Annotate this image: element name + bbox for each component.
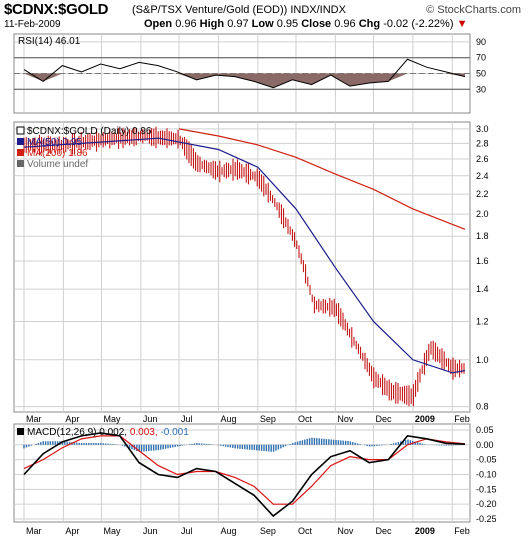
- x-tick-label: Mar: [26, 414, 42, 424]
- ma200-line: [178, 128, 466, 230]
- ma50-line: [23, 137, 466, 374]
- price-y-tick-label: 3.0: [476, 124, 489, 134]
- x-tick-label: Oct: [298, 526, 313, 536]
- x-tick-label: Apr: [65, 414, 79, 424]
- macd-label: MACD(12,26,9) 0.002, 0.003, -0.001: [27, 427, 189, 438]
- macd-histogram: [23, 437, 464, 452]
- legend-entry: MA(50) 0.95: [27, 137, 82, 148]
- rsi-oversold-fill: [24, 73, 465, 88]
- high-label: High: [199, 18, 225, 30]
- low-value: 0.95: [276, 18, 299, 30]
- panel-frame-3: [13, 423, 471, 523]
- price-y-tick-label: 2.2: [476, 189, 489, 199]
- legend-swatch: [17, 138, 24, 145]
- rsi-y-tick-label: 50: [476, 69, 486, 79]
- rsi-line: [23, 58, 466, 89]
- macd-signal-line: [23, 435, 466, 505]
- x-tick-label: Jun: [143, 526, 158, 536]
- open-label: Open: [144, 18, 173, 30]
- x-tick-label: 2009: [415, 414, 435, 424]
- legend-entry: $CDNX:$GOLD (Daily) 0.96: [27, 126, 152, 137]
- x-tick-label: Dec: [375, 414, 392, 424]
- x-tick-label: May: [104, 414, 122, 424]
- open-value: 0.96: [175, 18, 197, 30]
- close-value: 0.96: [334, 18, 356, 30]
- chg-value: -0.02 (-2.22%): [383, 18, 454, 30]
- site-credit[interactable]: © StockCharts.com: [426, 4, 521, 16]
- macd-y-tick-label: -0.05: [476, 455, 497, 465]
- macd-y-tick-label: -0.15: [476, 484, 497, 494]
- x-tick-label: Mar: [26, 526, 42, 536]
- x-tick-label: Nov: [337, 414, 354, 424]
- ohlc-readout: Open 0.96 High 0.97 Low 0.95 Close 0.96 …: [144, 18, 467, 30]
- rsi-y-tick-label: 90: [476, 37, 486, 47]
- price-bars: [23, 126, 465, 407]
- x-tick-label: Aug: [220, 526, 236, 536]
- x-tick-label: 2009: [415, 526, 435, 536]
- price-y-tick-label: 2.4: [476, 171, 489, 181]
- price-y-tick-label: 1.0: [476, 355, 489, 365]
- rsi-y-tick-label: 30: [476, 84, 486, 94]
- x-tick-label: May: [104, 526, 122, 536]
- low-label: Low: [251, 18, 274, 30]
- price-y-tick-label: 2.8: [476, 138, 489, 148]
- chart-description: (S&P/TSX Venture/Gold (EOD)) INDX/INDX: [132, 4, 346, 16]
- price-y-tick-label: 2.6: [476, 154, 489, 164]
- x-tick-label: Apr: [65, 526, 79, 536]
- legend-swatch: [16, 126, 25, 135]
- macd-y-tick-label: 0.05: [476, 425, 494, 435]
- price-y-tick-label: 1.8: [476, 231, 489, 241]
- x-tick-label: Jun: [143, 414, 158, 424]
- price-y-tick-label: 0.8: [476, 402, 489, 412]
- legend-entry: MA(200) 1.86: [27, 148, 88, 159]
- rsi-label: RSI(14) 46.01: [18, 36, 81, 47]
- macd-label-signal: 0.003,: [130, 427, 161, 438]
- rsi-y-tick-label: 70: [476, 53, 486, 63]
- macd-y-tick-label: -0.10: [476, 469, 497, 479]
- price-y-tick-label: 2.0: [476, 209, 489, 219]
- high-value: 0.97: [227, 18, 249, 30]
- x-tick-label: Sep: [260, 526, 276, 536]
- macd-label-prefix: MACD(12,26,9): [27, 427, 99, 438]
- price-y-tick-label: 1.6: [476, 256, 489, 266]
- legend-swatch: [17, 149, 24, 156]
- macd-label-macd: 0.002,: [99, 427, 130, 438]
- chg-label: Chg: [358, 18, 381, 30]
- price-y-tick-label: 1.2: [476, 316, 489, 326]
- legend-swatch: [17, 160, 24, 167]
- x-tick-label: Nov: [337, 526, 354, 536]
- macd-y-tick-label: 0.00: [476, 440, 494, 450]
- x-tick-label: Jul: [181, 414, 193, 424]
- x-tick-label: Feb: [454, 414, 470, 424]
- macd-legend-swatch: [17, 428, 24, 435]
- macd-y-tick-label: -0.20: [476, 499, 497, 509]
- x-tick-label: Sep: [260, 414, 276, 424]
- x-tick-label: Aug: [220, 414, 236, 424]
- macd-label-hist: -0.001: [160, 427, 189, 438]
- close-label: Close: [301, 18, 332, 30]
- price-y-tick-label: 1.4: [476, 284, 489, 294]
- x-tick-label: Feb: [454, 526, 470, 536]
- legend-entry: Volume undef: [27, 159, 88, 170]
- chart-date: 11-Feb-2009: [4, 19, 61, 30]
- x-tick-label: Jul: [181, 526, 193, 536]
- x-tick-label: Dec: [375, 526, 392, 536]
- x-tick-label: Oct: [298, 414, 313, 424]
- macd-line: [23, 432, 466, 518]
- down-arrow-icon: ▼: [456, 18, 468, 30]
- macd-y-tick-label: -0.25: [476, 514, 497, 524]
- chart-symbol: $CDNX:$GOLD: [4, 1, 109, 18]
